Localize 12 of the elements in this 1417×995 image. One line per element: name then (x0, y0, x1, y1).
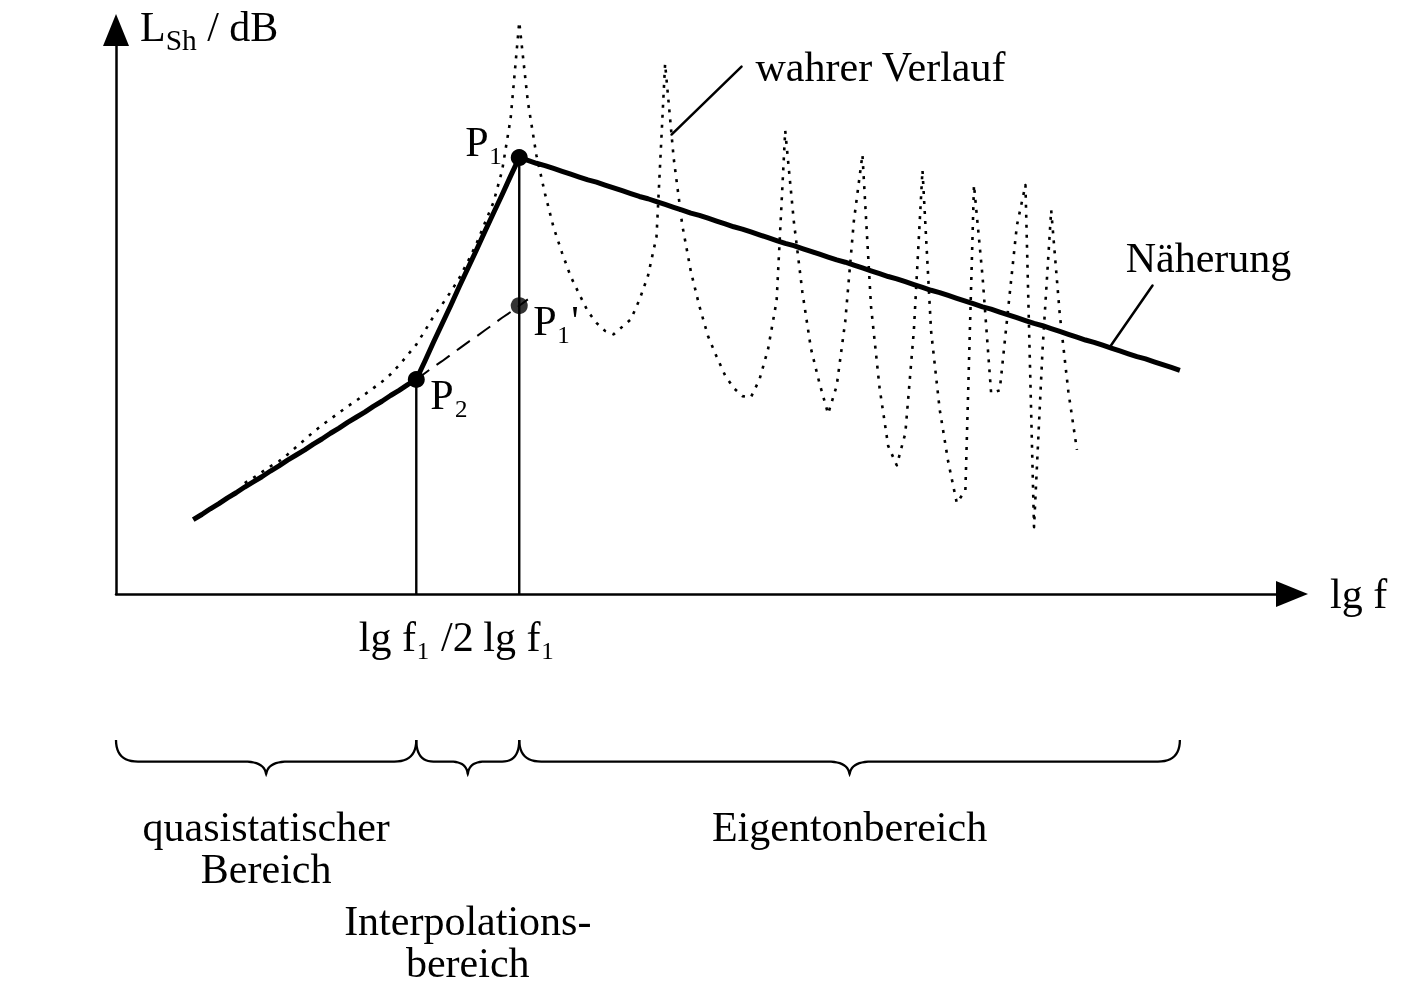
text: Eigentonbereich (710, 804, 989, 850)
text: quasistatischer Bereich (141, 804, 391, 892)
x-tick-label: lg f₁ /2 (358, 614, 474, 660)
annotation: P₁' (533, 297, 579, 344)
series-label: wahrer Verlauf (755, 43, 1006, 90)
x-axis-title: lg f (1330, 571, 1388, 617)
text: Interpolations-bereich (343, 898, 593, 986)
annotation: P₂ (430, 371, 469, 418)
series-label: Näherung (1125, 235, 1292, 282)
annotation: P₁ (465, 118, 504, 165)
y-axis-title: L$_{Sh}$ / dB (140, 4, 279, 56)
x-tick-label: lg f₁ (483, 614, 556, 660)
